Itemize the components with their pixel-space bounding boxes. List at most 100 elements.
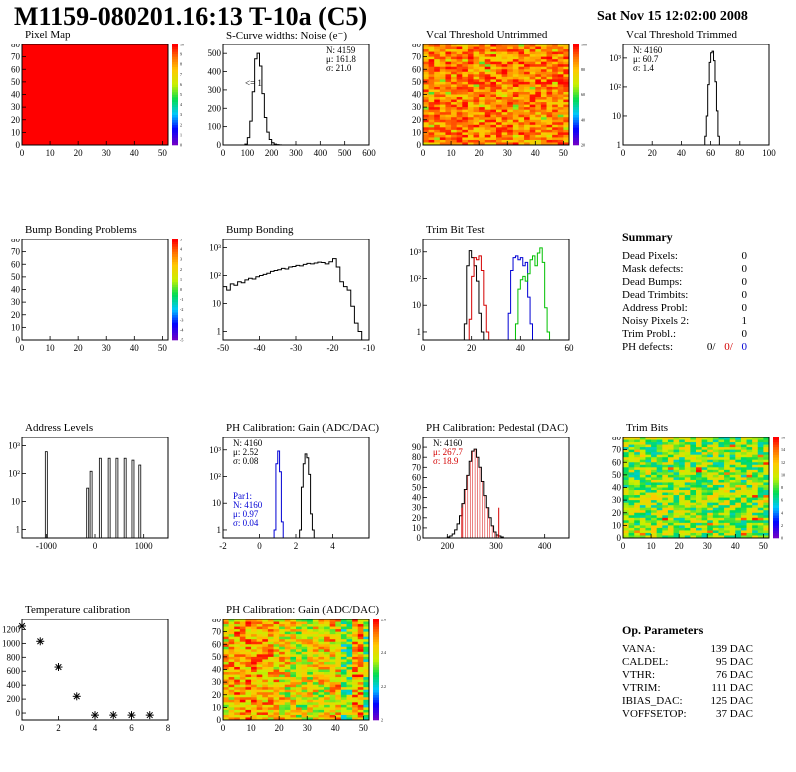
heatmap-cell: [740, 505, 747, 509]
heatmap-cell: [346, 697, 353, 701]
heatmap-cell: [279, 687, 286, 691]
heatmap-cell: [324, 639, 331, 643]
heatmap-cell: [340, 689, 347, 693]
heatmap-cell: [496, 137, 503, 141]
color-scale-band: [773, 517, 779, 521]
heatmap-cell: [296, 649, 303, 653]
heatmap-cell: [552, 114, 559, 118]
heatmap-cell: [496, 76, 503, 80]
color-scale-band: [172, 269, 178, 273]
heatmap-cell: [707, 500, 714, 504]
heatmap-cell: [340, 636, 347, 640]
heatmap-cell: [473, 122, 480, 126]
heatmap-cell: [673, 462, 680, 466]
heatmap-cell: [296, 624, 303, 627]
heatmap-cell: [712, 522, 719, 526]
heatmap-cell: [690, 467, 697, 471]
heatmap-cell: [673, 505, 680, 509]
y-tick-label: 80: [412, 452, 422, 462]
y-tick-label: 200: [7, 694, 21, 704]
heatmap-cell: [501, 44, 508, 47]
heatmap-cell: [529, 132, 536, 136]
heatmap-cell: [479, 109, 486, 113]
heatmap-cell: [752, 535, 759, 539]
heatmap-cell: [434, 137, 441, 141]
heatmap-cell: [651, 477, 658, 481]
heatmap-cell: [524, 66, 531, 70]
heatmap-cell: [634, 457, 641, 461]
heatmap-cell: [267, 684, 274, 688]
heatmap-cell: [245, 636, 252, 640]
heatmap-cell: [490, 127, 497, 131]
heatmap-cell: [563, 66, 570, 70]
op-parameter-value: 125 DAC: [710, 695, 753, 707]
heatmap-cell: [707, 449, 714, 453]
color-scale-band: [773, 500, 779, 503]
heatmap-cell: [245, 644, 252, 648]
y-tick-label: 10: [212, 299, 222, 309]
color-scale-band: [172, 74, 178, 78]
heatmap-cell: [318, 636, 325, 640]
heatmap-cell: [735, 452, 742, 456]
heatmap-cell: [324, 631, 331, 635]
heatmap-cell: [729, 532, 736, 536]
heatmap-cell: [251, 651, 258, 655]
heatmap-cell: [445, 97, 452, 100]
heatmap-cell: [346, 631, 353, 635]
heatmap-cell: [735, 502, 742, 506]
heatmap-cell: [312, 684, 319, 688]
heatmap-cell: [529, 104, 536, 108]
heatmap-cell: [434, 124, 441, 128]
heatmap-cell: [740, 500, 747, 504]
heatmap-cell: [512, 99, 519, 103]
heatmap-cell: [434, 51, 441, 55]
heatmap-cell: [279, 634, 286, 638]
heatmap-cell: [701, 477, 708, 481]
heatmap-cell: [507, 76, 514, 80]
heatmap-cell: [467, 86, 474, 90]
heatmap-cell: [763, 500, 770, 504]
heatmap-cell: [423, 64, 430, 68]
heatmap-cell: [512, 114, 519, 118]
heatmap-cell: [357, 666, 364, 670]
heatmap-cell: [451, 127, 458, 131]
heatmap-cell: [712, 500, 719, 504]
heatmap-cell: [557, 117, 564, 121]
heatmap-cell: [451, 112, 458, 116]
heatmap-cell: [651, 530, 658, 534]
heatmap-cell: [557, 74, 564, 78]
color-scale-band: [373, 674, 379, 678]
heatmap-cell: [340, 664, 347, 668]
heatmap-cell: [318, 641, 325, 645]
histogram-spike: [44, 451, 48, 539]
heatmap-cell: [251, 697, 258, 701]
heatmap-cell: [634, 459, 641, 463]
heatmap-cell: [479, 51, 486, 55]
heatmap-cell: [563, 49, 570, 52]
heatmap-cell: [507, 117, 514, 121]
y-tick-label: 0: [417, 140, 422, 150]
heatmap-cell: [529, 124, 536, 128]
heatmap-cell: [673, 472, 680, 476]
heatmap-cell: [312, 717, 319, 721]
heatmap-cell: [251, 709, 258, 713]
y-tick-label: 600: [7, 666, 21, 676]
heatmap-cell: [428, 114, 435, 118]
heatmap-cell: [363, 624, 370, 627]
heatmap-cell: [634, 454, 641, 458]
y-tick-label: 10²: [209, 471, 221, 481]
heatmap-cell: [512, 81, 519, 85]
heatmap-cell: [512, 112, 519, 116]
y-tick-label: 10²: [8, 468, 20, 478]
heatmap-cell: [557, 49, 564, 52]
heatmap-cell: [318, 644, 325, 648]
heatmap-cell: [540, 122, 547, 126]
heatmap-cell: [256, 654, 263, 658]
color-scale-band: [773, 447, 779, 450]
heatmap-cell: [439, 49, 446, 52]
heatmap-cell: [662, 462, 669, 466]
heatmap-cell: [256, 649, 263, 653]
heatmap-cell: [662, 500, 669, 504]
heatmap-cell: [324, 704, 331, 708]
heatmap-cell: [662, 474, 669, 478]
